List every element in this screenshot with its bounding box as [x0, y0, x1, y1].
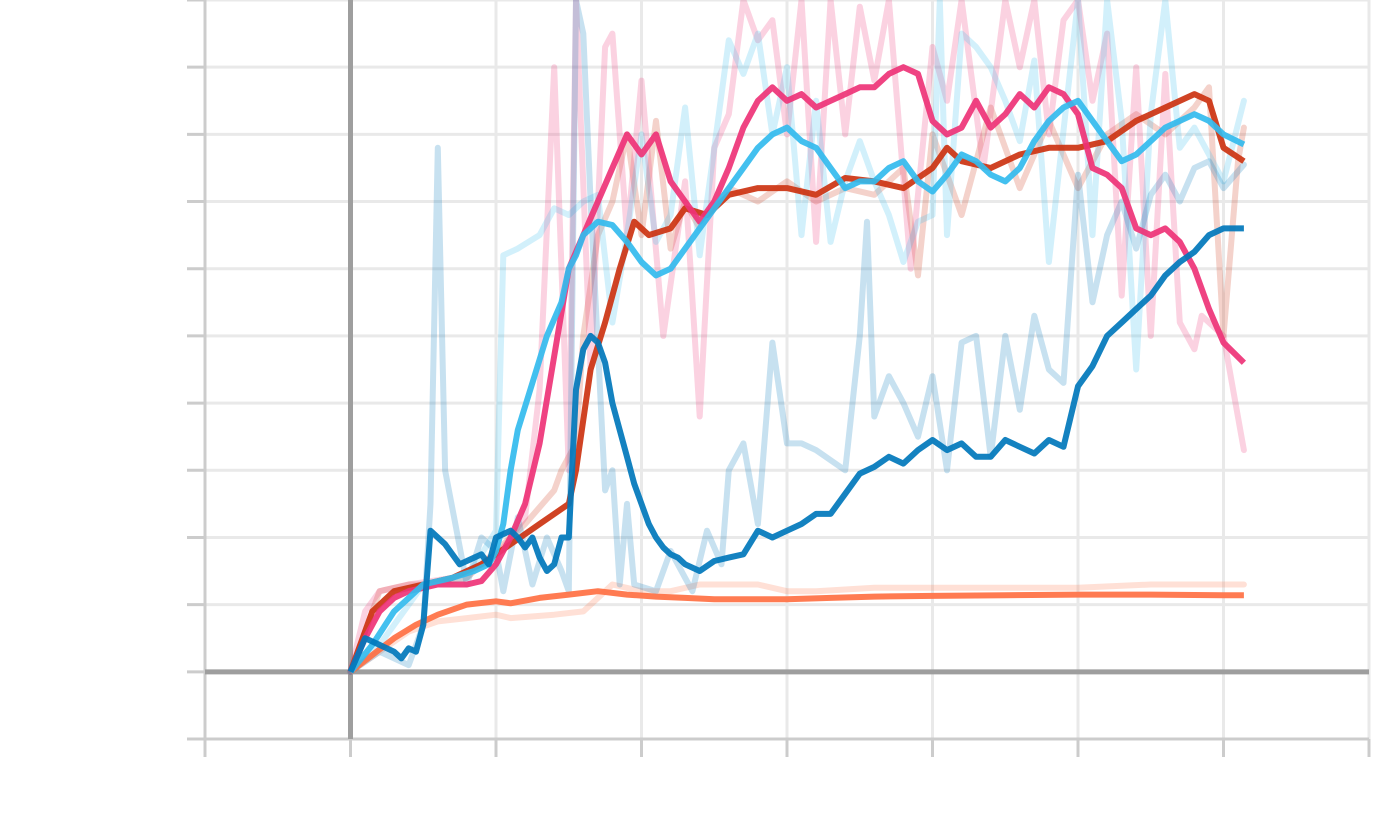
series-lines	[347, 0, 1247, 675]
series-line-s_cyan	[348, 97, 1246, 674]
series-raw-s_orange	[347, 581, 1247, 675]
series-raw-s_cyan	[347, 0, 1247, 675]
axis-ticks	[187, 0, 1371, 757]
series-line-s_blue	[347, 225, 1244, 673]
series-raw-s_pink	[347, 0, 1247, 675]
series-line-s_orange	[348, 588, 1244, 675]
series-line-s_pink	[347, 64, 1247, 673]
axis-lines	[203, 0, 1369, 741]
series-raw-s_red	[347, 84, 1247, 675]
